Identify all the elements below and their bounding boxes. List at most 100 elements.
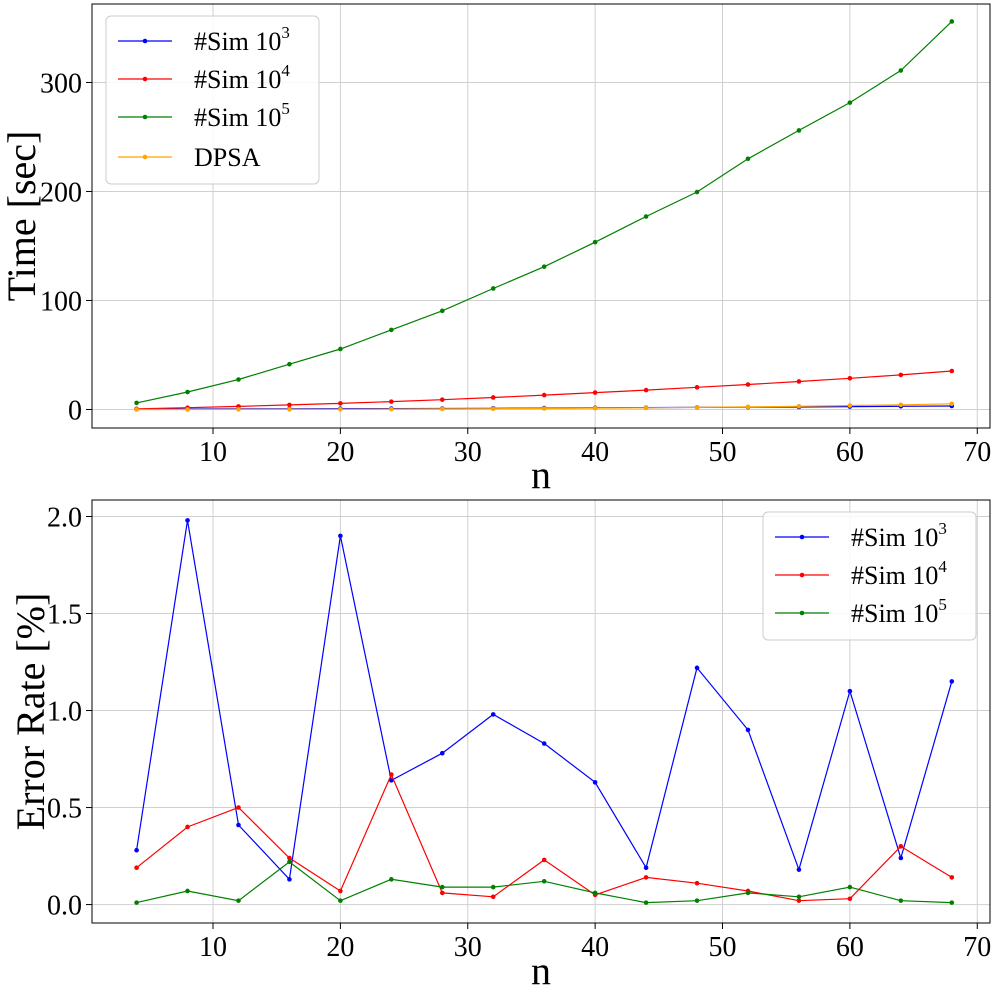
data-point xyxy=(490,894,496,900)
data-point xyxy=(185,407,190,412)
series-line xyxy=(136,370,952,410)
y-tick-label: 1.0 xyxy=(47,697,82,728)
data-point xyxy=(490,286,496,291)
legend-label: #Sim 105 xyxy=(194,99,290,132)
data-point xyxy=(236,805,241,810)
legend-exponent: 3 xyxy=(281,23,290,42)
data-point xyxy=(134,400,139,406)
data-point xyxy=(287,859,292,865)
data-point xyxy=(847,403,853,408)
legend-marker xyxy=(142,114,148,120)
x-tick-label: 60 xyxy=(836,932,864,963)
x-tick-label: 10 xyxy=(199,932,227,963)
data-point xyxy=(439,406,445,412)
x-tick-label: 20 xyxy=(326,437,354,468)
data-point xyxy=(541,857,547,863)
legend-label: #Sim 103 xyxy=(194,23,290,56)
data-point xyxy=(898,68,904,73)
y-tick-label: 0 xyxy=(68,395,82,426)
data-point xyxy=(236,377,241,382)
x-tick-label: 50 xyxy=(709,932,737,963)
y-tick-label: 1.5 xyxy=(47,600,82,631)
x-tick-label: 30 xyxy=(454,932,482,963)
data-point xyxy=(541,741,547,746)
x-tick-label: 20 xyxy=(326,932,354,963)
legend-marker xyxy=(799,534,805,540)
x-tick-label: 10 xyxy=(199,437,227,468)
legend-marker xyxy=(799,610,805,616)
data-point xyxy=(592,239,598,245)
data-point xyxy=(592,890,598,896)
data-point xyxy=(643,405,649,411)
legend-marker xyxy=(142,154,148,160)
data-point xyxy=(847,896,853,902)
data-point xyxy=(898,844,904,849)
data-point xyxy=(541,264,547,269)
legend: #Sim 103 #Sim 104 #Sim 105 xyxy=(762,511,977,641)
x-axis-label: n xyxy=(531,452,551,497)
data-point xyxy=(745,404,751,410)
x-tick-label: 70 xyxy=(963,437,991,468)
data-point xyxy=(796,867,802,872)
data-point xyxy=(287,407,292,412)
data-point xyxy=(847,688,853,694)
data-point xyxy=(643,387,649,393)
x-tick-label: 60 xyxy=(836,437,864,468)
data-point xyxy=(643,865,649,870)
legend-box xyxy=(762,511,977,641)
data-point xyxy=(338,888,343,894)
data-point xyxy=(439,890,445,896)
data-point xyxy=(389,327,394,333)
y-tick-label: 100 xyxy=(40,286,82,317)
data-point xyxy=(185,518,190,523)
data-point xyxy=(389,399,394,404)
data-point xyxy=(949,19,955,24)
legend-exponent: 5 xyxy=(281,99,290,118)
data-point xyxy=(592,405,598,411)
x-axis-label: n xyxy=(531,948,551,993)
data-point xyxy=(439,397,445,402)
data-point xyxy=(287,402,292,408)
y-tick-label: 0.5 xyxy=(47,794,82,825)
y-axis-label: Time [sec] xyxy=(0,131,44,302)
legend-label: DPSA xyxy=(194,143,261,172)
data-point xyxy=(389,406,394,412)
data-point xyxy=(847,100,853,105)
data-point xyxy=(643,214,649,219)
data-point xyxy=(134,407,139,412)
data-point xyxy=(541,392,547,398)
data-point xyxy=(439,884,445,890)
data-point xyxy=(134,865,139,870)
legend-label: #Sim 103 xyxy=(851,519,947,552)
data-point xyxy=(439,750,445,756)
data-point xyxy=(490,395,496,400)
data-point xyxy=(592,390,598,395)
data-point xyxy=(490,712,496,717)
data-point xyxy=(694,898,700,903)
data-point xyxy=(541,406,547,411)
plot-frame xyxy=(91,499,991,924)
data-point xyxy=(694,405,700,410)
legend-marker xyxy=(142,76,148,82)
data-point xyxy=(592,780,598,785)
x-tick-label: 50 xyxy=(709,437,737,468)
data-point xyxy=(185,888,190,894)
data-point xyxy=(338,406,343,412)
x-tick-label: 40 xyxy=(581,437,609,468)
legend-label: #Sim 104 xyxy=(851,557,947,590)
data-point xyxy=(745,382,751,387)
legend-label: #Sim 104 xyxy=(194,61,290,94)
data-point xyxy=(796,898,802,903)
legend-exponent: 5 xyxy=(938,595,947,614)
y-axis-label: Error Rate [%] xyxy=(8,593,53,831)
data-point xyxy=(287,855,292,861)
y-tick-label: 0.0 xyxy=(47,891,82,922)
legend-exponent: 3 xyxy=(938,519,947,538)
data-point xyxy=(847,375,853,381)
legend-box xyxy=(105,15,320,185)
data-point xyxy=(796,404,802,409)
data-point xyxy=(236,898,241,903)
data-point xyxy=(949,679,955,684)
data-point xyxy=(694,385,700,390)
